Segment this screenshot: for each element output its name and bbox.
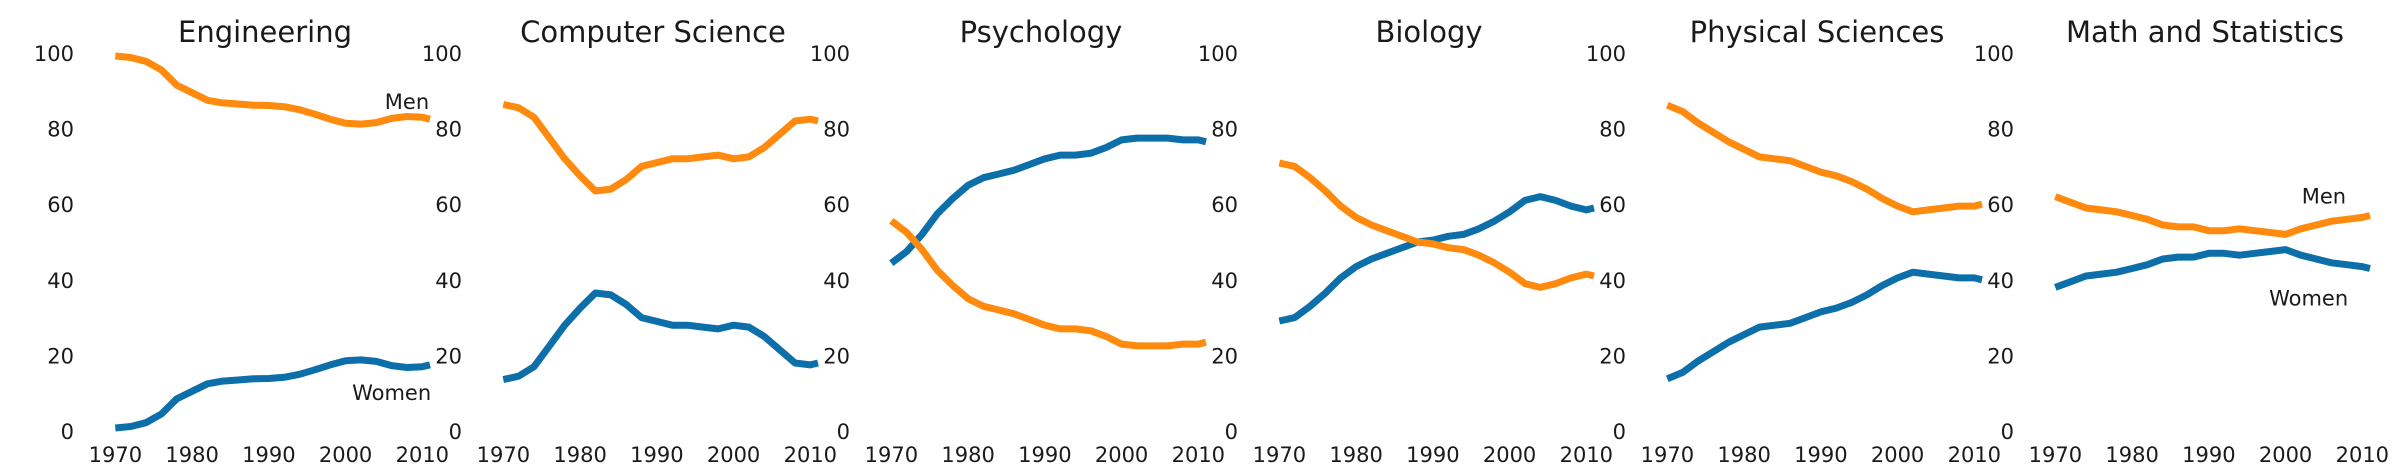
series-line-men: [502, 100, 819, 195]
y-tick-label: 60: [1211, 193, 1238, 217]
y-tick-label: 40: [435, 269, 462, 293]
y-tick-label: 80: [47, 118, 74, 142]
y-tick-label: 20: [435, 344, 462, 368]
x-tick-label: 2000: [2259, 443, 2312, 467]
series-line-men: [2054, 193, 2371, 238]
y-tick-label: 100: [1974, 42, 2014, 66]
x-tick-label: 2000: [1871, 443, 1924, 467]
chart-title: Engineering: [178, 15, 352, 49]
y-tick-label: 0: [1613, 420, 1626, 444]
x-tick-label: 2000: [1095, 443, 1148, 467]
y-tick-label: 20: [1987, 344, 2014, 368]
y-tick-label: 0: [2001, 420, 2014, 444]
chart-title: Computer Science: [520, 15, 786, 49]
series-line-women: [502, 289, 819, 384]
y-tick-label: 60: [435, 193, 462, 217]
annotation-men: Men: [2302, 185, 2346, 209]
x-tick-label: 1980: [941, 443, 994, 467]
series-line-men: [1278, 159, 1595, 291]
y-tick-label: 80: [435, 118, 462, 142]
x-tick-label: 2010: [1172, 443, 1225, 467]
panel-psychology: Psychology 0 20 40 60 80 100 1970 1980 1990 2000 20…: [810, 15, 1225, 467]
y-tick-label: 20: [47, 344, 74, 368]
x-tick-label: 1970: [2029, 443, 2082, 467]
x-tick-label: 1980: [1717, 443, 1770, 467]
series-line-women: [1665, 268, 1983, 383]
y-tick-label: 100: [1586, 42, 1626, 66]
y-tick-label: 0: [449, 420, 462, 444]
y-tick-label: 20: [1599, 344, 1626, 368]
y-tick-label: 80: [1211, 118, 1238, 142]
x-tick-label: 2010: [396, 443, 449, 467]
y-tick-label: 40: [1599, 269, 1626, 293]
x-tick-label: 1990: [1018, 443, 1071, 467]
series-line-men: [889, 218, 1207, 350]
panel-physical-sciences: Physical Sciences 0 20 40 60 80 100 1970 1980 199…: [1586, 15, 2001, 467]
y-tick-label: 20: [1211, 344, 1238, 368]
y-tick-label: 0: [837, 420, 850, 444]
y-tick-label: 60: [1987, 193, 2014, 217]
x-tick-label: 2010: [1560, 443, 1613, 467]
y-tick-label: 60: [1599, 193, 1626, 217]
y-tick-label: 0: [61, 420, 74, 444]
x-tick-label: 1990: [1406, 443, 1459, 467]
y-tick-label: 20: [823, 344, 850, 368]
y-tick-label: 100: [34, 42, 74, 66]
x-tick-label: 2010: [1948, 443, 2001, 467]
x-tick-label: 1970: [1253, 443, 1306, 467]
x-tick-label: 1980: [165, 443, 218, 467]
series-line-women: [1278, 193, 1595, 325]
x-tick-label: 1990: [1794, 443, 1847, 467]
y-tick-label: 80: [823, 118, 850, 142]
series-line-women: [114, 356, 431, 432]
chart-title: Biology: [1375, 15, 1482, 49]
x-tick-label: 1980: [2105, 443, 2158, 467]
y-tick-label: 60: [47, 193, 74, 217]
x-tick-label: 2010: [784, 443, 837, 467]
x-tick-label: 2010: [2336, 443, 2389, 467]
series-line-men: [1665, 101, 1983, 216]
panel-biology: Biology 0 20 40 60 80 100 1970 1980 1990 2000 2010: [1198, 15, 1613, 467]
series-line-men: [114, 52, 431, 128]
y-tick-label: 80: [1987, 118, 2014, 142]
chart-title: Physical Sciences: [1690, 15, 1945, 49]
y-tick-label: 80: [1599, 118, 1626, 142]
panel-math-and-statistics: Math and Statistics 0 20 40 60 80 100 1970 1980 1…: [1974, 15, 2389, 467]
x-tick-label: 2000: [1483, 443, 1536, 467]
panel-computer-science: Computer Science 0 20 40 60 80 100 1970 1980 1990…: [422, 15, 837, 467]
y-tick-label: 40: [1211, 269, 1238, 293]
annotation-men: Men: [385, 90, 429, 114]
y-tick-label: 100: [1198, 42, 1238, 66]
y-tick-label: 100: [810, 42, 850, 66]
x-tick-label: 2000: [319, 443, 372, 467]
series-line-women: [2054, 246, 2371, 291]
x-tick-label: 1970: [865, 443, 918, 467]
x-tick-label: 1990: [630, 443, 683, 467]
x-tick-label: 1980: [1329, 443, 1382, 467]
series-line-women: [889, 134, 1207, 266]
annotation-women: Women: [352, 381, 431, 405]
y-tick-label: 0: [1225, 420, 1238, 444]
x-tick-label: 1990: [2182, 443, 2235, 467]
x-tick-label: 1970: [1641, 443, 1694, 467]
annotation-women: Women: [2269, 287, 2348, 311]
x-tick-label: 1980: [553, 443, 606, 467]
panel-engineering: Engineering 0 20 40 60 80 100 1970 1980 1990 2000 2…: [34, 15, 449, 467]
x-tick-label: 1970: [477, 443, 530, 467]
y-tick-label: 40: [47, 269, 74, 293]
x-tick-label: 2000: [707, 443, 760, 467]
y-tick-label: 40: [823, 269, 850, 293]
x-tick-label: 1990: [242, 443, 295, 467]
y-tick-label: 100: [422, 42, 462, 66]
chart-title: Math and Statistics: [2066, 15, 2344, 49]
y-tick-label: 60: [823, 193, 850, 217]
x-tick-label: 1970: [89, 443, 142, 467]
chart-title: Psychology: [960, 15, 1123, 49]
y-tick-label: 40: [1987, 269, 2014, 293]
